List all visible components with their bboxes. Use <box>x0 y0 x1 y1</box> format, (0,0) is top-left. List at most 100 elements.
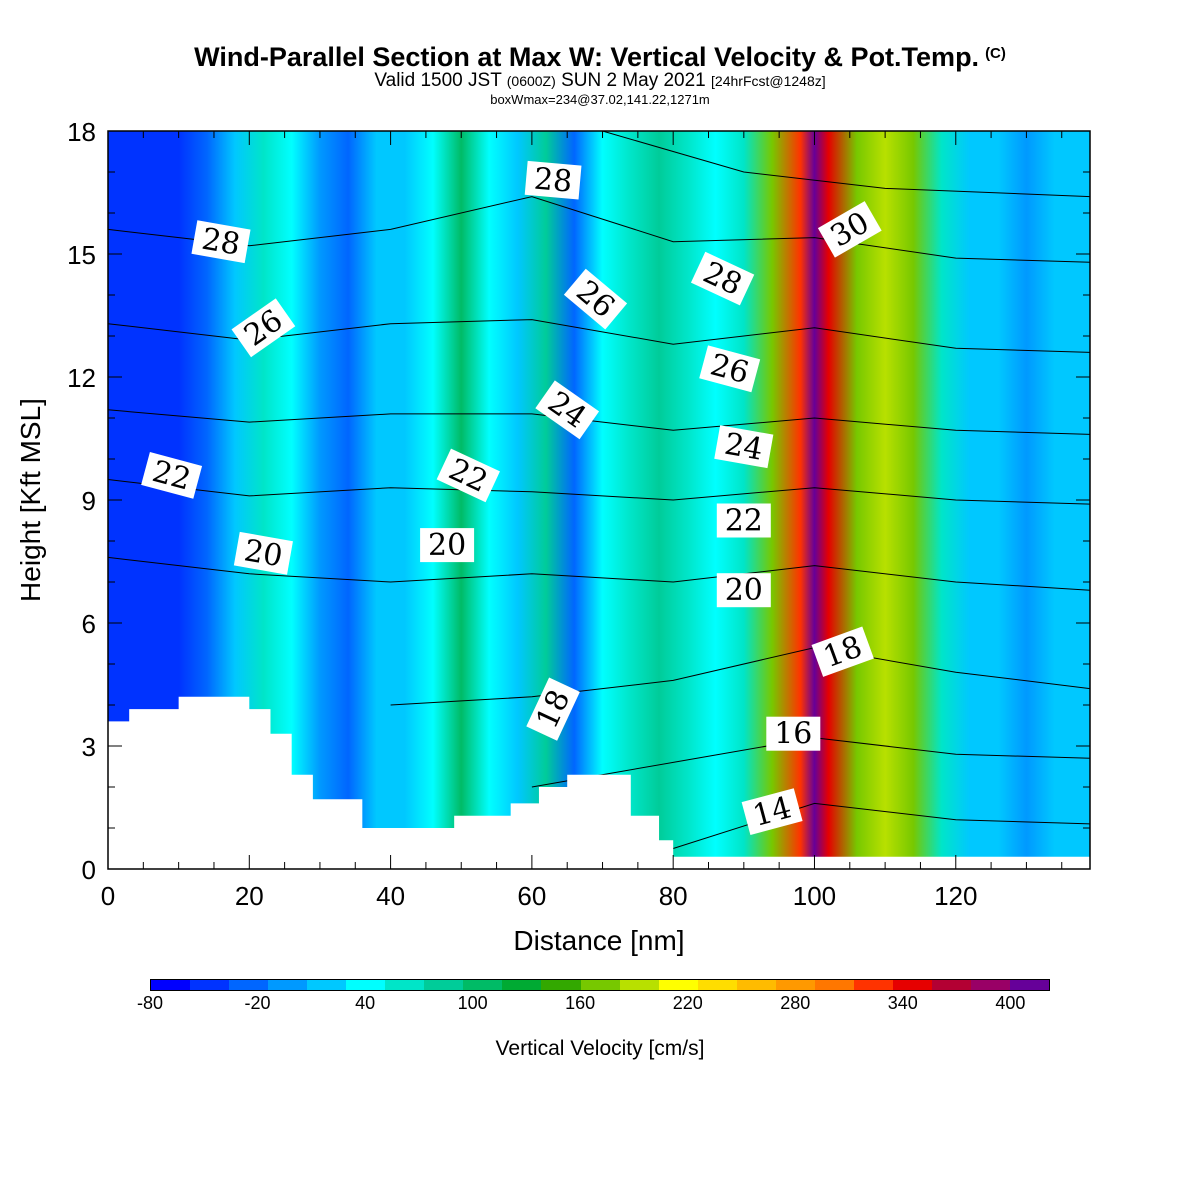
colorbar-tick-label: 40 <box>355 993 376 1013</box>
colorbar-swatch <box>892 980 932 990</box>
x-tick-label: 60 <box>517 881 546 911</box>
contour-label-bg <box>420 528 475 563</box>
forecast-info: [24hrFcst@1248z] <box>711 73 826 89</box>
contour-label-bg <box>141 451 203 499</box>
colorbar-swatch <box>502 980 542 990</box>
x-tick-label: 80 <box>659 881 688 911</box>
contour-label-bg <box>716 503 771 538</box>
colorbar-swatch <box>541 980 581 990</box>
contour-label-bg <box>191 220 251 264</box>
chart-subtitle: Valid 1500 JST (0600Z) SUN 2 May 2021 [2… <box>0 70 1200 92</box>
contour-label-bg <box>526 677 580 741</box>
colorbar-swatch <box>385 980 425 990</box>
colorbar-swatch <box>463 980 503 990</box>
valid-utc: (0600Z) <box>506 73 556 89</box>
x-tick-label: 100 <box>793 881 836 911</box>
theta-contour-22 <box>108 479 1090 505</box>
contour-label-text: 28 <box>533 162 574 200</box>
contour-label-bg <box>233 531 293 575</box>
box-info: boxWmax=234@37.02,141.22,1271m <box>490 92 710 107</box>
chart-title-text: Wind-Parallel Section at Max W: Vertical… <box>194 42 980 72</box>
colorbar-swatch <box>853 980 893 990</box>
y-tick-label: 0 <box>82 855 96 885</box>
theta-contour-28 <box>108 196 1090 263</box>
colorbar-swatch <box>268 980 308 990</box>
contour-label-bg <box>716 573 771 608</box>
colorbar-swatch <box>424 980 464 990</box>
contour-label: 28 <box>191 220 251 264</box>
contour-label: 24 <box>714 425 774 469</box>
colorbar-swatch <box>931 980 971 990</box>
colorbar-tick-label: 340 <box>887 993 918 1013</box>
colorbar-swatch <box>346 980 386 990</box>
colorbar-swatch <box>697 980 737 990</box>
contour-label-text: 20 <box>428 528 466 563</box>
contour-label-bg <box>699 345 761 393</box>
y-tick-label: 9 <box>82 486 96 516</box>
colorbar-swatch <box>814 980 854 990</box>
contour-label: 22 <box>141 451 203 499</box>
x-tick-label: 20 <box>235 881 264 911</box>
contour-label-bg <box>563 268 628 330</box>
theta-contour-14 <box>673 802 1090 849</box>
y-axis-label: Height [Kft MSL] <box>15 398 46 602</box>
contour-label-bg <box>714 425 774 469</box>
y-tick-label: 12 <box>67 363 96 393</box>
x-axis: 0 20 40 60 80 100 120 <box>101 131 1063 911</box>
x-axis-label: Distance [nm] <box>513 925 684 956</box>
x-tick-label: 120 <box>934 881 977 911</box>
x-tick-label: 0 <box>101 881 115 911</box>
y-tick-label: 15 <box>67 240 96 270</box>
valid-date: SUN 2 May 2021 <box>561 70 706 91</box>
chart-title: Wind-Parallel Section at Max W: Vertical… <box>0 42 1200 73</box>
y-tick-label: 18 <box>67 117 96 147</box>
contour-label: 14 <box>741 788 803 836</box>
y-axis: 0 3 6 9 12 15 18 <box>67 117 1090 885</box>
colorbar-swatch <box>190 980 230 990</box>
contour-label-bg <box>817 201 882 258</box>
colorbar-tick-label: 100 <box>457 993 488 1013</box>
colorbar-tick-label: 220 <box>672 993 703 1013</box>
terrain-mask <box>108 696 1090 869</box>
contour-label-bg <box>811 626 874 677</box>
theta-contour-20 <box>108 556 1090 591</box>
colorbar-swatch <box>1010 980 1050 990</box>
contour-label-text: 16 <box>774 717 812 752</box>
colorbar-tick-label: 160 <box>565 993 596 1013</box>
contour-label-bg <box>231 298 296 358</box>
theta-contour-18 <box>390 647 1090 706</box>
contour-label: 20 <box>420 528 475 563</box>
copyright-mark: (C) <box>985 45 1006 62</box>
colorbar-swatch <box>151 980 191 990</box>
contour-label: 20 <box>716 573 771 608</box>
colorbar-swatch <box>970 980 1011 990</box>
colorbar-tick-label: -20 <box>244 993 271 1013</box>
colorbar-swatch <box>658 980 698 990</box>
contour-label-bg <box>524 160 582 200</box>
contour-label-text: 20 <box>241 533 285 574</box>
contour-label-bg <box>690 251 755 306</box>
contour-label-text: 22 <box>725 504 763 539</box>
colorbar <box>150 979 1050 991</box>
contour-label: 28 <box>524 160 582 200</box>
colorbar-label: Vertical Velocity [cm/s] <box>495 1037 705 1060</box>
y-tick-label: 3 <box>82 732 96 762</box>
contour-label-bg <box>436 448 500 503</box>
contour-label-text: 20 <box>725 573 763 608</box>
contour-label: 16 <box>766 716 821 752</box>
contour-label-bg <box>535 380 600 440</box>
contour-label-text: 28 <box>199 222 243 263</box>
contour-label: 22 <box>716 503 771 539</box>
y-tick-label: 6 <box>82 609 96 639</box>
theta-contour-24 <box>108 409 1090 435</box>
colorbar-tick-label: -80 <box>136 993 164 1013</box>
colorbar-swatch <box>307 980 347 990</box>
contour-label-bg <box>766 716 821 751</box>
contour-label-text: 24 <box>722 427 766 468</box>
x-tick-label: 40 <box>376 881 405 911</box>
theta-contour-30 <box>602 131 1090 198</box>
colorbar-swatch <box>736 980 776 990</box>
colorbar-swatch <box>580 980 620 990</box>
